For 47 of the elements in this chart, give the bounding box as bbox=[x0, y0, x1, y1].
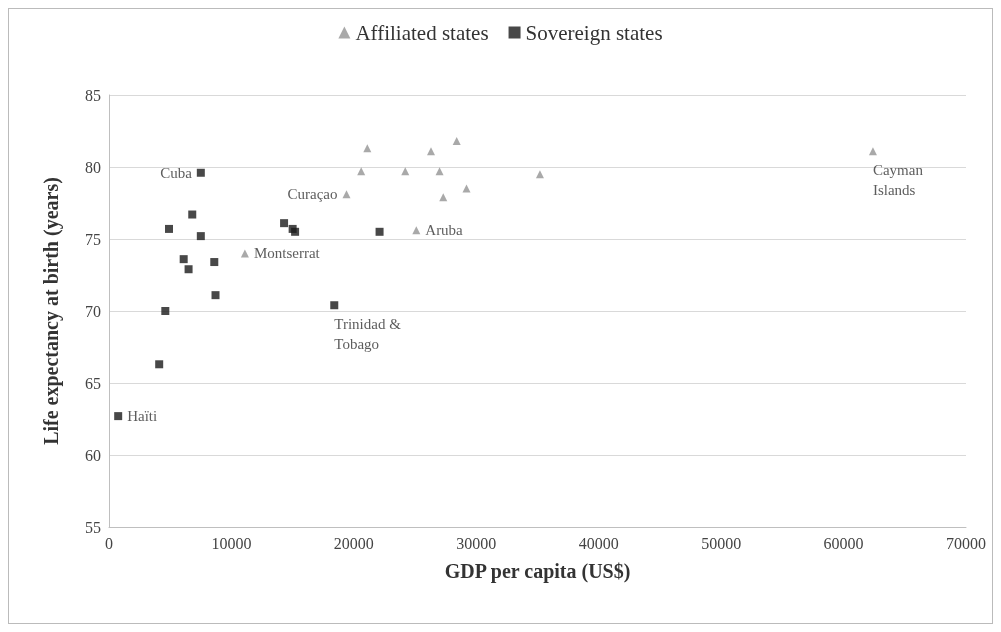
point bbox=[535, 170, 544, 179]
x-tick-label: 20000 bbox=[333, 534, 374, 552]
x-tick-label: 30000 bbox=[456, 534, 497, 552]
point bbox=[155, 360, 164, 369]
y-tick-label: 80 bbox=[85, 158, 101, 176]
y-tick-label: 85 bbox=[85, 86, 101, 104]
annotation: Aruba bbox=[425, 222, 464, 239]
y-tick-label: 60 bbox=[85, 446, 101, 464]
point bbox=[435, 167, 444, 176]
point bbox=[196, 168, 205, 177]
point bbox=[114, 412, 123, 421]
point bbox=[330, 301, 339, 310]
point bbox=[211, 291, 220, 300]
point bbox=[462, 184, 471, 193]
point bbox=[342, 190, 351, 199]
x-tick-label: 50000 bbox=[701, 534, 742, 552]
point bbox=[280, 219, 289, 228]
annotation: Cuba bbox=[160, 164, 193, 181]
point bbox=[184, 265, 193, 274]
legend-label: Affiliated states bbox=[355, 20, 489, 45]
annotation: Trinidad & Tobago bbox=[334, 316, 405, 353]
point bbox=[179, 255, 188, 264]
point bbox=[164, 224, 173, 233]
y-tick-label: 65 bbox=[85, 374, 101, 392]
x-tick-label: 70000 bbox=[946, 534, 986, 552]
x-tick-label: 0 bbox=[105, 534, 113, 552]
annotation: Curaçao bbox=[287, 186, 338, 203]
x-tick-label: 40000 bbox=[578, 534, 619, 552]
y-tick-label: 70 bbox=[85, 302, 101, 320]
x-tick-label: 10000 bbox=[211, 534, 252, 552]
point bbox=[196, 232, 205, 241]
legend-label: Sovereign states bbox=[525, 20, 663, 45]
point bbox=[868, 147, 877, 156]
x-axis-title: GDP per capita (US$) bbox=[444, 560, 631, 583]
point bbox=[188, 210, 197, 219]
point bbox=[210, 258, 219, 267]
point bbox=[452, 137, 461, 146]
annotation: Haïti bbox=[127, 408, 158, 425]
annotation: Cayman Islands bbox=[872, 162, 927, 199]
annotation: Montserrat bbox=[253, 245, 321, 262]
x-tick-label: 60000 bbox=[823, 534, 864, 552]
point bbox=[375, 227, 384, 236]
y-tick-label: 55 bbox=[85, 518, 101, 536]
y-axis-title: Life expectancy at birth (years) bbox=[40, 177, 63, 445]
y-tick-label: 75 bbox=[85, 230, 101, 248]
point bbox=[161, 307, 170, 315]
point bbox=[426, 147, 435, 156]
